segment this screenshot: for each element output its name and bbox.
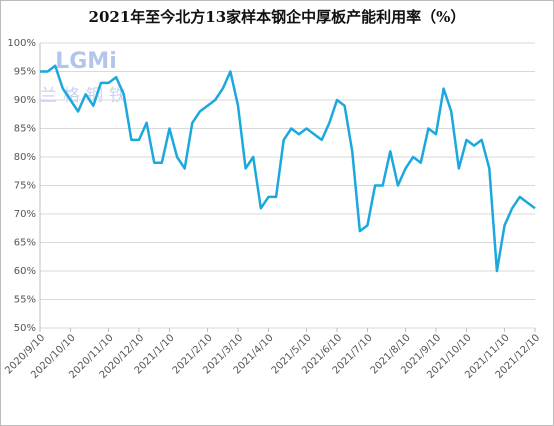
chart-title: 2021年至今北方13家样本钢企中厚板产能利用率（%） (89, 8, 466, 26)
y-tick-label: 70% (14, 209, 36, 220)
y-tick-label: 95% (14, 67, 36, 78)
y-tick-label: 100% (7, 38, 36, 49)
y-tick-label: 55% (14, 295, 36, 306)
watermark-logo: LGMi (55, 49, 117, 74)
y-tick-label: 90% (14, 95, 36, 106)
y-tick-label: 85% (14, 124, 36, 135)
y-tick-label: 80% (14, 152, 36, 163)
y-tick-label: 60% (14, 266, 36, 277)
watermark-text: 兰格钢铁 (40, 86, 132, 106)
y-tick-label: 50% (14, 323, 36, 334)
data-line (40, 64, 536, 273)
y-tick-label: 75% (14, 181, 36, 192)
y-tick-label: 65% (14, 238, 36, 249)
